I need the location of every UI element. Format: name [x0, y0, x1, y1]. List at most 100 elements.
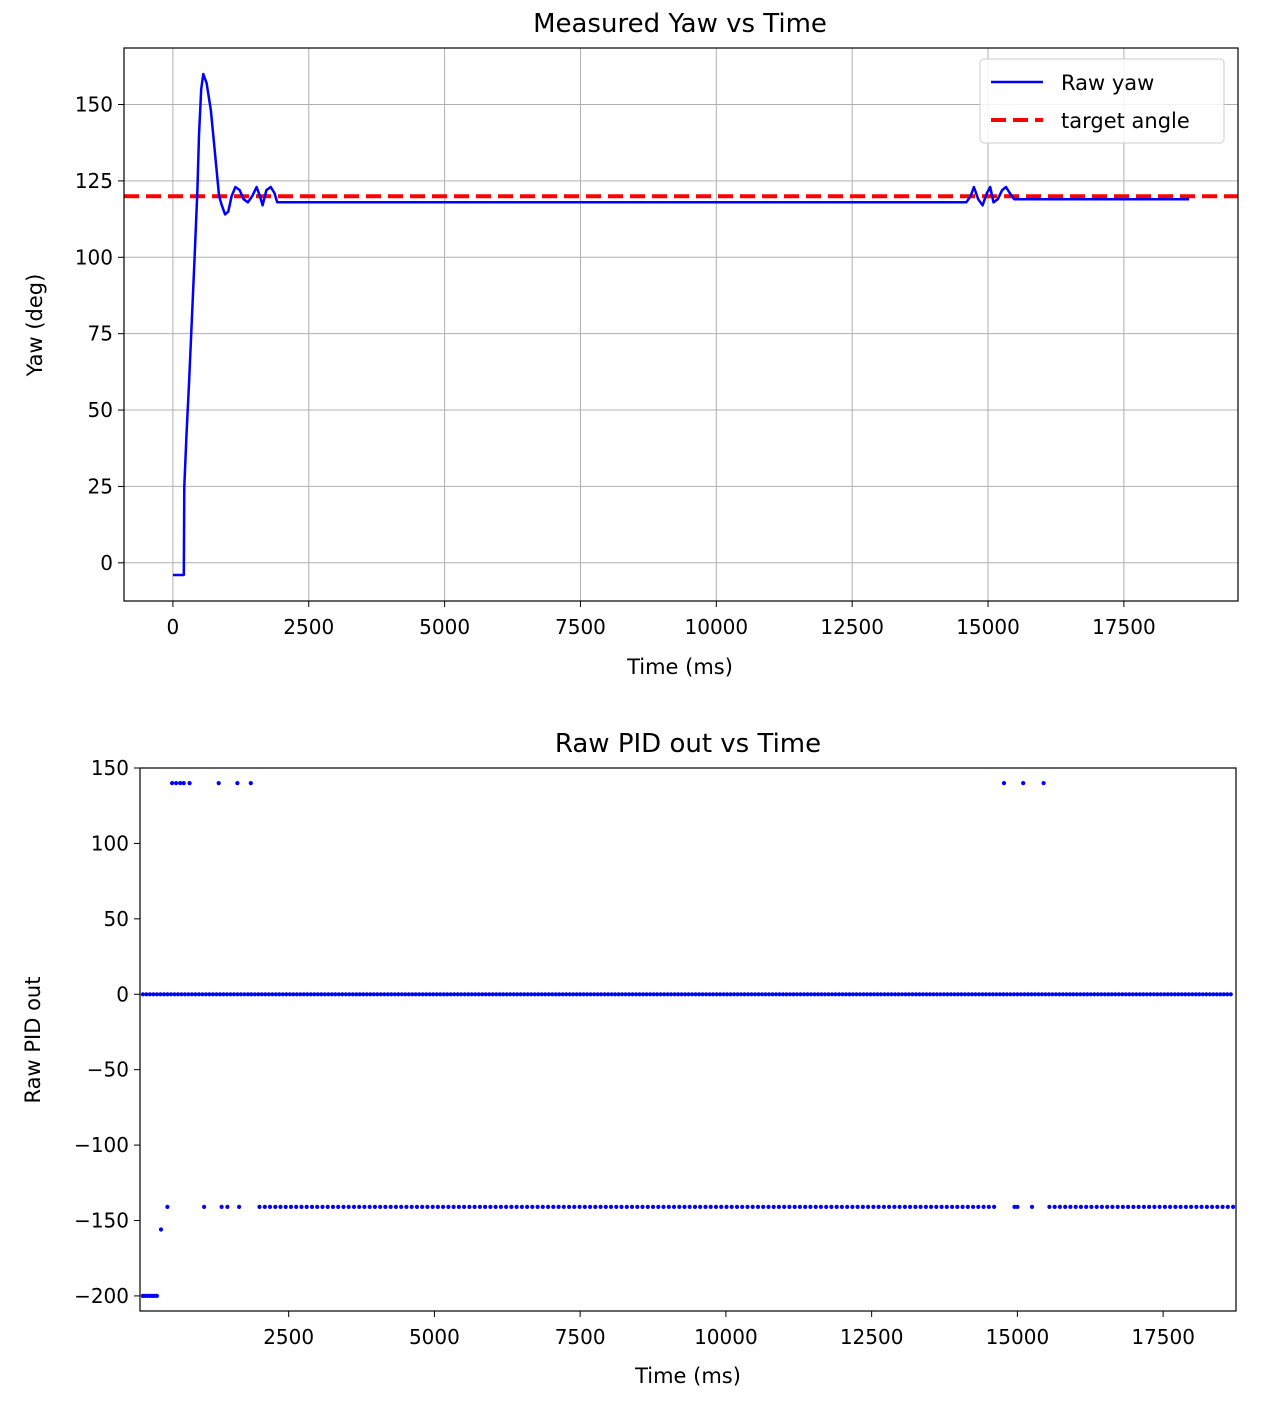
pid-point: [219, 1204, 224, 1209]
pid-point: [740, 1204, 745, 1209]
pid-point: [340, 992, 345, 997]
y-tick-label: 150: [91, 756, 129, 780]
pid-point: [578, 992, 583, 997]
pid-point: [1012, 1204, 1017, 1209]
pid-point: [445, 992, 450, 997]
y-tick-label: 100: [91, 831, 129, 855]
pid-point: [1106, 992, 1111, 997]
pid-point: [798, 992, 803, 997]
pid-point: [455, 992, 460, 997]
pid-point: [822, 992, 828, 997]
pid-point: [913, 1204, 918, 1209]
pid-point: [871, 992, 877, 997]
pid-point: [280, 992, 285, 997]
pid-point: [181, 781, 186, 786]
pid-point: [739, 992, 744, 997]
pid-point: [467, 1204, 472, 1209]
pid-point: [745, 1204, 750, 1209]
pid-point: [725, 992, 730, 997]
pid-point: [336, 1204, 341, 1209]
pid-point: [1102, 992, 1107, 997]
pid-point: [797, 1204, 803, 1209]
pid-point: [430, 1204, 435, 1209]
pid-point: [1204, 992, 1209, 997]
pid-point: [1148, 992, 1153, 997]
pid-point: [1136, 1204, 1141, 1209]
y-tick-label: 0: [116, 982, 129, 1006]
pid-point: [493, 1204, 498, 1209]
pid-point: [599, 992, 604, 997]
pid-point: [1025, 992, 1030, 997]
pid-point: [698, 1204, 703, 1209]
y-tick-label: 25: [88, 474, 113, 498]
pid-point: [420, 1204, 425, 1209]
pid-point: [861, 992, 866, 997]
pid-point: [629, 1204, 635, 1209]
pid-point: [902, 1204, 908, 1209]
pid-point: [854, 992, 859, 997]
pid-chart-y-ticks: 150 100 50 0 −50 −100 −150 −200: [74, 756, 140, 1308]
pid-point: [341, 1204, 346, 1209]
pid-point: [847, 992, 852, 997]
pid-point: [574, 992, 579, 997]
pid-point: [645, 1204, 650, 1209]
pid-point: [1158, 992, 1163, 997]
pid-point: [263, 992, 268, 997]
pid-point: [965, 1204, 970, 1209]
pid-point: [301, 992, 306, 997]
y-tick-label: 125: [75, 169, 113, 193]
pid-point: [309, 1204, 315, 1209]
pid-point: [721, 992, 726, 997]
pid-point: [997, 992, 1003, 997]
pid-point: [719, 1204, 724, 1209]
pid-point: [225, 1204, 230, 1209]
pid-point: [630, 992, 635, 997]
pid-point: [627, 992, 632, 997]
pid-point: [378, 1204, 383, 1209]
pid-point: [456, 1204, 461, 1209]
pid-point: [787, 992, 793, 997]
pid-point: [1081, 992, 1086, 997]
yaw-chart-legend: Raw yaw target angle: [979, 58, 1225, 144]
pid-point: [431, 992, 436, 997]
pid-point: [683, 992, 688, 997]
pid-point: [945, 992, 950, 997]
pid-point: [1029, 992, 1034, 997]
pid-point: [504, 1204, 509, 1209]
pid-point: [756, 992, 761, 997]
pid-point: [671, 1204, 677, 1209]
pid-point: [508, 992, 513, 997]
pid-point: [490, 992, 495, 997]
pid-point: [147, 992, 152, 997]
pid-point: [850, 1204, 855, 1209]
pid-point: [248, 781, 253, 786]
pid-point: [889, 992, 894, 997]
pid-point: [1225, 1204, 1230, 1209]
pid-point: [857, 992, 863, 997]
pid-point: [350, 992, 355, 997]
pid-point: [1057, 1204, 1062, 1209]
pid-point: [202, 1204, 207, 1209]
pid-point: [614, 1204, 619, 1209]
pid-point: [329, 992, 334, 997]
pid-chart-title: Raw PID out vs Time: [555, 729, 821, 759]
pid-chart-x-ticks: 2500 5000 7500 10000 12500 15000 17500: [263, 1311, 1195, 1349]
pid-point: [1173, 1204, 1178, 1209]
pid-point: [892, 992, 898, 997]
pid-point: [1194, 1204, 1199, 1209]
yaw-chart: Measured Yaw vs Time 0 2500 5000 7500 10000 1…: [23, 9, 1239, 679]
pid-point: [704, 992, 709, 997]
pid-point: [592, 992, 597, 997]
pid-point: [1162, 1204, 1167, 1209]
pid-point: [1183, 1204, 1188, 1209]
yaw-chart-title: Measured Yaw vs Time: [533, 9, 827, 39]
pid-point: [728, 992, 733, 997]
pid-point: [557, 992, 562, 997]
x-tick-label: 5000: [419, 615, 470, 639]
pid-point: [462, 1204, 467, 1209]
pid-point: [1165, 992, 1170, 997]
pid-point: [441, 992, 446, 997]
pid-point: [472, 1204, 477, 1209]
yaw-chart-y-ticks: 0 25 50 75 100 125 150: [75, 93, 124, 575]
